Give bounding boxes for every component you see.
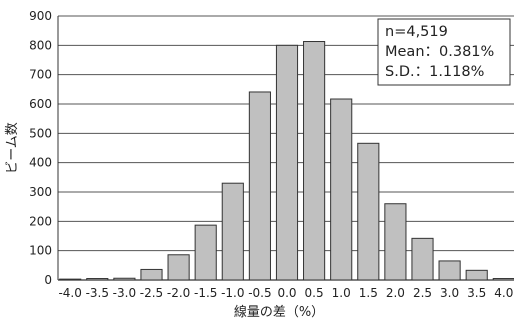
bar bbox=[86, 278, 109, 281]
bar bbox=[330, 98, 353, 281]
x-tick-label: -3.5 bbox=[86, 286, 109, 300]
x-tick-label: 4.0 bbox=[494, 286, 513, 300]
x-tick-label: 3.0 bbox=[440, 286, 459, 300]
y-tick-label: 200 bbox=[29, 214, 52, 228]
x-tick-label: -4.0 bbox=[58, 286, 81, 300]
bar bbox=[411, 237, 434, 281]
bar bbox=[465, 269, 488, 281]
y-tick-label: 900 bbox=[29, 9, 52, 23]
y-tick-label: 800 bbox=[29, 38, 52, 52]
x-tick-label: 2.5 bbox=[413, 286, 432, 300]
bar bbox=[248, 91, 271, 281]
x-tick-label: 0.5 bbox=[305, 286, 324, 300]
y-tick-label: 500 bbox=[29, 126, 52, 140]
y-tick-labels: 0 100 200 300 400 500 600 700 800 900 bbox=[29, 9, 52, 287]
x-tick-label: 0.0 bbox=[277, 286, 296, 300]
x-tick-label: 1.5 bbox=[359, 286, 378, 300]
bar bbox=[384, 203, 407, 281]
x-tick-label: -2.0 bbox=[167, 286, 190, 300]
x-tick-label: -1.0 bbox=[221, 286, 244, 300]
bar bbox=[194, 224, 217, 281]
stats-box: n=4,519 Mean：0.381% S.D.：1.118% bbox=[377, 18, 511, 86]
x-tick-label: -3.0 bbox=[113, 286, 136, 300]
x-tick-label: -1.5 bbox=[194, 286, 217, 300]
bar bbox=[140, 268, 163, 281]
stats-mean: Mean：0.381% bbox=[385, 44, 494, 60]
bar bbox=[59, 278, 82, 281]
bar bbox=[113, 277, 136, 281]
y-tick-label: 100 bbox=[29, 244, 52, 258]
y-tick-label: 0 bbox=[44, 273, 52, 287]
stats-box-frame bbox=[377, 18, 511, 86]
bar bbox=[167, 254, 190, 281]
x-tick-label: -0.5 bbox=[248, 286, 271, 300]
bar bbox=[492, 278, 514, 281]
x-tick-label: 2.0 bbox=[386, 286, 405, 300]
bar bbox=[438, 260, 461, 281]
y-tick-label: 300 bbox=[29, 185, 52, 199]
stats-sd: S.D.：1.118% bbox=[385, 64, 484, 80]
stats-n: n=4,519 bbox=[385, 24, 448, 40]
x-axis-label: 線量の差（%） bbox=[234, 304, 324, 320]
bars bbox=[59, 41, 514, 281]
bar bbox=[221, 182, 244, 281]
bar bbox=[275, 44, 299, 281]
bar bbox=[303, 41, 326, 281]
y-tick-label: 700 bbox=[29, 68, 52, 82]
bar bbox=[357, 142, 380, 281]
x-tick-label: -2.5 bbox=[140, 286, 163, 300]
y-tick-label: 600 bbox=[29, 97, 52, 111]
x-tick-label: 1.0 bbox=[332, 286, 351, 300]
x-tick-label: 3.5 bbox=[467, 286, 486, 300]
y-axis-label: ビーム数 bbox=[5, 122, 20, 174]
y-tick-label: 400 bbox=[29, 156, 52, 170]
x-tick-labels: -4.0 -3.5 -3.0 -2.5 -2.0 -1.5 -1.0 -0.5 0.0 0.5 1.… bbox=[58, 286, 513, 300]
